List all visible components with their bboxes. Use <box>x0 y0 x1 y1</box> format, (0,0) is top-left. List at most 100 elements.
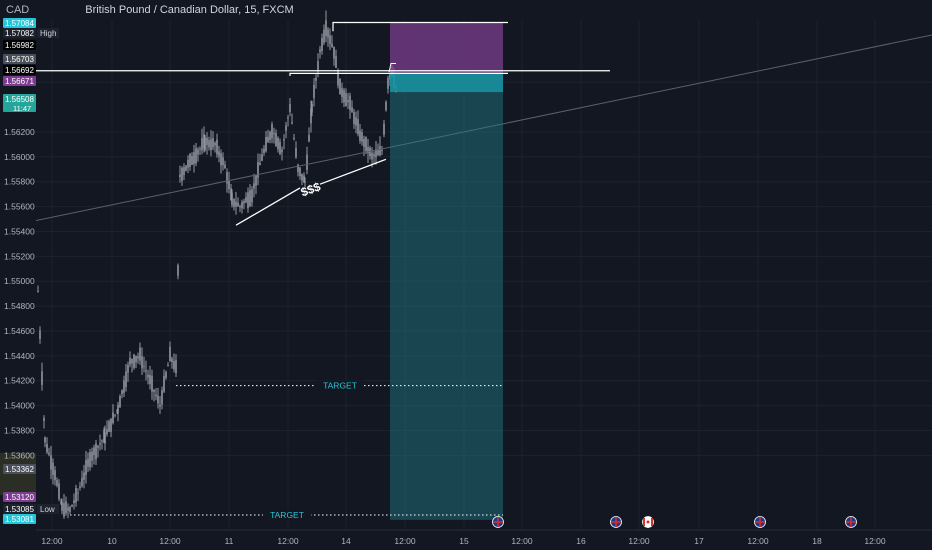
candle-body <box>251 189 253 203</box>
candle-body <box>54 470 56 481</box>
candle-body <box>153 389 155 392</box>
price-label-value: 1.56703 <box>5 55 34 64</box>
y-tick-label: 1.53600 <box>4 450 35 460</box>
candle-body <box>77 492 79 494</box>
candle-body <box>201 138 203 151</box>
candle-body <box>56 480 58 486</box>
candle-body <box>79 486 81 488</box>
candle-body <box>339 78 341 95</box>
candle-body <box>373 154 375 157</box>
candle-body <box>381 150 383 152</box>
stop-loss-zone <box>390 21 503 74</box>
candle-body <box>97 445 99 448</box>
candle-body <box>311 103 313 113</box>
candle-body <box>218 151 220 157</box>
y-tick-label: 1.54200 <box>4 376 35 386</box>
candle-body <box>317 61 319 72</box>
candle-body <box>206 137 208 146</box>
liquidity-line <box>235 187 301 226</box>
candle-body <box>114 414 116 416</box>
y-tick-label: 1.56200 <box>4 127 35 137</box>
price-label-box <box>3 28 36 38</box>
symbol-title[interactable]: British Pound / Canadian Dollar, 15, FXC… <box>85 4 294 16</box>
candle-body <box>230 188 232 200</box>
candle-body <box>195 148 197 164</box>
candle-body <box>333 46 335 59</box>
x-tick-label: 10 <box>107 536 117 546</box>
candle-body <box>349 95 351 110</box>
candle-body <box>37 291 39 293</box>
uk-flag-icon <box>610 516 622 528</box>
x-tick-label: 12:00 <box>747 536 769 546</box>
candle-body <box>279 141 281 155</box>
currency-label: CAD <box>6 4 30 16</box>
price-label-value: 1.56508 <box>5 95 34 104</box>
candle-body <box>48 452 50 455</box>
price-tag-box <box>37 504 59 514</box>
candle-body <box>135 355 137 363</box>
candle-body <box>371 152 373 160</box>
candle-body <box>175 360 177 374</box>
candle-body <box>93 447 95 456</box>
candle-body <box>187 159 189 168</box>
candle-body <box>139 347 141 361</box>
candle-body <box>379 146 381 156</box>
candle-body <box>61 502 63 511</box>
candle-body <box>224 164 226 169</box>
candle-body <box>273 133 275 135</box>
candle-body <box>50 455 52 470</box>
y-tick-label: 1.54600 <box>4 326 35 336</box>
x-tick-label: 16 <box>576 536 586 546</box>
candles <box>37 10 397 519</box>
price-label-box <box>3 464 36 474</box>
countdown-label: 11:47 <box>13 104 31 113</box>
x-tick-label: 12:00 <box>277 536 299 546</box>
candle-body <box>155 394 157 397</box>
candle-body <box>99 443 101 445</box>
x-tick-label: 18 <box>812 536 822 546</box>
price-label-box <box>3 18 36 28</box>
y-axis-panel <box>0 0 36 530</box>
candle-body <box>69 507 71 512</box>
candle-body <box>95 443 97 460</box>
candle-body <box>123 380 125 393</box>
candle-body <box>249 190 251 207</box>
candle-body <box>299 167 301 176</box>
candle-body <box>355 117 357 126</box>
candle-body <box>327 29 329 38</box>
drawings: TARGET TARGET $$$ <box>0 21 932 521</box>
candle-body <box>261 154 263 161</box>
candle-body <box>271 124 273 139</box>
candle-body <box>103 430 105 443</box>
candle-body <box>291 122 293 124</box>
candle-body <box>310 108 312 124</box>
price-label-value: 1.57082 <box>5 29 34 38</box>
y-tick-label: 1.55200 <box>4 251 35 261</box>
y-tick-label: 1.55400 <box>4 226 35 236</box>
price-tag-label: Low <box>40 505 55 514</box>
candle-body <box>71 505 73 507</box>
liquidity-line <box>319 158 387 185</box>
candle-body <box>353 112 355 124</box>
candle-body <box>306 154 308 170</box>
candle-body <box>265 136 267 152</box>
price-label-box <box>3 65 36 75</box>
candle-body <box>283 139 285 141</box>
y-tick-label: 1.55800 <box>4 177 35 187</box>
price-label-box <box>3 492 36 502</box>
target-annotation: TARGET <box>323 381 357 391</box>
x-tick-label: 12:00 <box>159 536 181 546</box>
candle-body <box>167 365 169 367</box>
uk-flag-icon <box>492 516 504 528</box>
candle-body <box>363 138 365 147</box>
candle-body <box>331 43 333 47</box>
price-label-value: 1.53362 <box>5 465 34 474</box>
candle-body <box>315 78 317 81</box>
price-label-box <box>3 76 36 86</box>
candle-body <box>85 460 87 476</box>
candle-body <box>39 330 41 339</box>
candle-body <box>267 136 269 143</box>
candle-body <box>119 396 121 408</box>
candle-body <box>325 20 327 37</box>
